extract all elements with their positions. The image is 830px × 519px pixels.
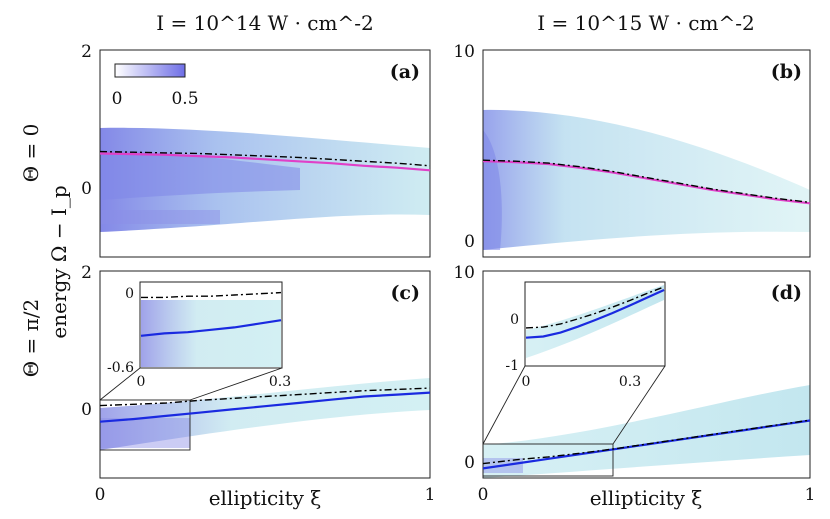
inset-c-xtick-0: 0 bbox=[137, 374, 146, 390]
distribution-a-core bbox=[100, 150, 300, 200]
inset-c-xtick-1: 0.3 bbox=[269, 374, 291, 390]
inset-3-series-0-line bbox=[525, 288, 665, 339]
inset-d-ytick-1: -1 bbox=[505, 358, 519, 374]
zoom-box-c bbox=[99, 399, 191, 451]
inset-3-series-1-line bbox=[525, 286, 665, 329]
ytick-c-1: 2 bbox=[81, 263, 92, 283]
ytick-a-1: 2 bbox=[81, 42, 92, 62]
xtick-c-1: 1 bbox=[425, 485, 436, 505]
panel-2-series-1-line bbox=[99, 387, 431, 407]
x-axis-label-right: ellipticity ξ bbox=[590, 486, 703, 510]
panel-1-series-1-line bbox=[482, 159, 811, 204]
row-label-top: Θ = 0 bbox=[19, 124, 43, 183]
zoom-connector-d-1 bbox=[482, 365, 526, 445]
panel-tag-d: (d) bbox=[771, 282, 802, 304]
panel-tag-c: (c) bbox=[390, 282, 420, 304]
inset-2-series-1-line bbox=[141, 291, 282, 299]
ytick-d-1: 10 bbox=[453, 263, 475, 283]
inset-distribution-d bbox=[526, 285, 664, 358]
panel-0-series-0-line bbox=[99, 152, 431, 172]
y-axis-label: energy Ω − I_p bbox=[47, 185, 71, 338]
plot-frame-d bbox=[482, 270, 811, 479]
col-title-right: I = 10^15 W · cm^-2 bbox=[537, 11, 754, 35]
zoom-connector-d-2 bbox=[612, 365, 666, 445]
ytick-a-0: 0 bbox=[81, 179, 92, 199]
panel-1-series-0-line bbox=[482, 160, 811, 205]
plot-frame-b bbox=[482, 49, 811, 258]
colorbar-max: 0.5 bbox=[171, 89, 198, 109]
plot-frame-c bbox=[99, 270, 431, 479]
inset-d-ytick-0: 0 bbox=[510, 312, 519, 328]
panel-0-series-1-line bbox=[99, 150, 431, 167]
inset-d-xtick-0: 0 bbox=[522, 374, 531, 390]
distribution-d bbox=[483, 385, 810, 478]
panel-b: 0 10 (b) bbox=[453, 42, 811, 258]
ytick-b-0: 0 bbox=[464, 232, 475, 252]
panel-tag-a: (a) bbox=[390, 61, 420, 83]
panel-3-series-1-line bbox=[482, 419, 811, 465]
distribution-c-core bbox=[100, 418, 190, 448]
distribution-b bbox=[483, 109, 810, 250]
panel-2-series-0-line bbox=[99, 391, 431, 423]
zoom-connector-c-1 bbox=[99, 367, 141, 401]
panel-d: 0 10 0 1 (d) 0 -1 0 0.3 bbox=[453, 263, 815, 505]
inset-2-series-0-line bbox=[140, 319, 282, 337]
panel-tag-b: (b) bbox=[771, 61, 802, 83]
ytick-c-0: 0 bbox=[81, 400, 92, 420]
row-label-bottom: Θ = π/2 bbox=[19, 299, 43, 377]
panel-c: 0 2 0 1 (c) 0 -0.6 0 0.3 bbox=[81, 263, 435, 505]
zoom-box-d bbox=[482, 443, 614, 477]
inset-c-ytick-1: -0.6 bbox=[107, 360, 134, 376]
x-axis-label-left: ellipticity ξ bbox=[209, 486, 322, 510]
distribution-c bbox=[100, 378, 430, 450]
colorbar-min: 0 bbox=[112, 89, 123, 109]
distribution-a-low-band bbox=[100, 210, 220, 224]
xtick-d-1: 1 bbox=[805, 485, 816, 505]
panel-a: 0 2 (a) 0 0.5 bbox=[81, 42, 431, 258]
ytick-d-0: 0 bbox=[464, 453, 475, 473]
xtick-c-0: 0 bbox=[95, 485, 106, 505]
inset-d-xtick-1: 0.3 bbox=[619, 374, 641, 390]
series-lines bbox=[99, 150, 811, 470]
col-title-left: I = 10^14 W · cm^-2 bbox=[156, 11, 373, 35]
zoom-connector-c-2 bbox=[189, 367, 283, 401]
inset-c-ytick-0: 0 bbox=[125, 286, 134, 302]
colorbar bbox=[114, 63, 186, 78]
ytick-b-1: 10 bbox=[453, 42, 475, 62]
xtick-d-0: 0 bbox=[478, 485, 489, 505]
